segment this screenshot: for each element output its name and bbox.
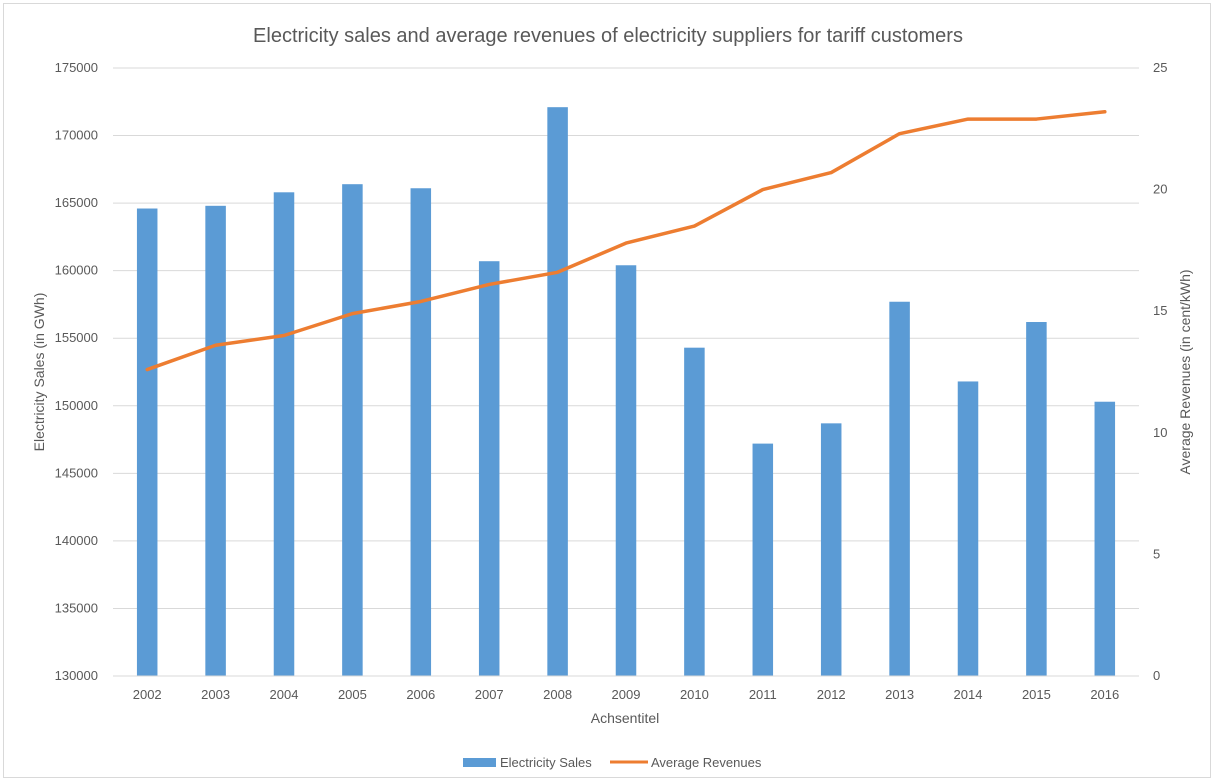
point-average-revenues-2006 [419, 299, 423, 303]
x-tick-label: 2005 [338, 687, 367, 702]
point-average-revenues-2015 [1034, 117, 1038, 121]
bar-electricity-sales-2011 [752, 443, 774, 676]
point-average-revenues-2007 [487, 282, 491, 286]
y-tick-label: 160000 [55, 263, 98, 278]
legend-label-electricity-sales: Electricity Sales [500, 755, 592, 770]
y-tick-label: 165000 [55, 195, 98, 210]
y2-tick-label: 10 [1153, 425, 1167, 440]
x-tick-label: 2012 [817, 687, 846, 702]
y-tick-label: 135000 [55, 600, 98, 615]
bar-electricity-sales-2003 [205, 205, 226, 676]
y-tick-label: 175000 [55, 60, 98, 75]
x-tick-label: 2013 [885, 687, 914, 702]
bar-electricity-sales-2013 [889, 301, 910, 676]
x-tick-label: 2014 [954, 687, 983, 702]
bar-electricity-sales-2002 [136, 208, 158, 676]
y-axis-left-ticks: 130000 135000 140000 145000 150000 155000 1600… [55, 60, 98, 683]
bar-electricity-sales-2006 [410, 188, 432, 676]
bar-electricity-sales-2014 [957, 381, 979, 676]
legend-swatch-electricity-sales [463, 758, 496, 767]
point-average-revenues-2005 [350, 312, 354, 316]
chart-title: Electricity sales and average revenues o… [253, 25, 963, 47]
y-axis-left-title: Electricity Sales (in GWh) [31, 293, 47, 452]
y-tick-label: 140000 [55, 533, 98, 548]
point-average-revenues-2016 [1103, 110, 1107, 114]
point-average-revenues-2008 [556, 270, 560, 274]
y2-tick-label: 5 [1153, 546, 1160, 561]
y2-tick-label: 25 [1153, 60, 1167, 75]
x-tick-label: 2007 [475, 687, 504, 702]
y-tick-label: 150000 [55, 398, 98, 413]
x-tick-label: 2011 [749, 687, 777, 702]
bar-electricity-sales-2007 [478, 261, 500, 676]
y2-tick-label: 15 [1153, 303, 1167, 318]
point-average-revenues-2002 [145, 368, 149, 372]
point-average-revenues-2013 [898, 132, 902, 136]
x-tick-label: 2015 [1022, 687, 1051, 702]
bars-electricity-sales [136, 107, 1116, 676]
y-axis-right-title: Average Revenues (in cent/kWh) [1177, 269, 1193, 474]
x-tick-label: 2016 [1090, 687, 1119, 702]
x-tick-label: 2009 [612, 687, 641, 702]
x-tick-label: 2004 [270, 687, 299, 702]
point-average-revenues-2003 [214, 343, 218, 347]
y-tick-label: 145000 [55, 465, 98, 480]
bar-electricity-sales-2009 [615, 265, 637, 676]
point-average-revenues-2004 [282, 334, 286, 338]
bar-electricity-sales-2010 [684, 347, 705, 676]
x-tick-label: 2003 [201, 687, 230, 702]
x-axis-ticks: 2002 2003 2004 2005 2006 2007 2008 2009 2010 2011… [133, 687, 1120, 702]
bar-electricity-sales-2008 [547, 107, 568, 676]
bar-electricity-sales-2005 [342, 184, 363, 676]
x-axis-title: Achsentitel [591, 710, 659, 726]
x-tick-label: 2008 [543, 687, 572, 702]
legend-label-average-revenues: Average Revenues [651, 755, 762, 770]
y-tick-label: 155000 [55, 330, 98, 345]
bar-electricity-sales-2015 [1026, 322, 1047, 676]
chart-frame [3, 3, 1211, 778]
y2-tick-label: 0 [1153, 668, 1160, 683]
line-average-revenues [145, 110, 1107, 372]
legend: Electricity Sales Average Revenues [463, 755, 762, 770]
point-average-revenues-2010 [692, 224, 696, 228]
bar-electricity-sales-2012 [820, 423, 842, 676]
y-axis-right-ticks: 0 5 10 15 20 25 [1153, 60, 1167, 683]
point-average-revenues-2011 [761, 188, 765, 192]
y2-tick-label: 20 [1153, 182, 1167, 197]
bar-electricity-sales-2004 [273, 192, 295, 676]
y-tick-label: 130000 [55, 668, 98, 683]
x-tick-label: 2010 [680, 687, 709, 702]
x-tick-label: 2002 [133, 687, 162, 702]
point-average-revenues-2012 [829, 171, 833, 175]
y-tick-label: 170000 [55, 128, 98, 143]
x-tick-label: 2006 [406, 687, 435, 702]
bar-electricity-sales-2016 [1094, 401, 1116, 676]
point-average-revenues-2014 [966, 117, 970, 121]
point-average-revenues-2009 [624, 241, 628, 245]
